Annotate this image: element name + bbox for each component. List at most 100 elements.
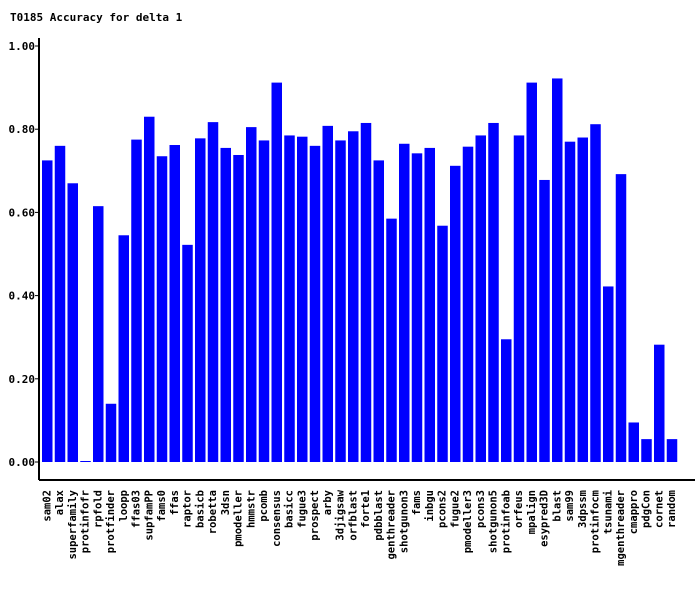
bar-3dpssm	[577, 137, 588, 462]
x-tick-label: robetta	[207, 490, 219, 534]
x-tick-label: protfinder	[105, 490, 117, 553]
x-tick-label: alax	[54, 489, 66, 515]
x-tick-label: random	[666, 490, 678, 528]
bar-3djigsaw	[335, 140, 346, 462]
bar-arby	[322, 125, 333, 462]
bar-pcons2	[437, 225, 448, 462]
x-tick-label: esypred3D	[539, 490, 551, 547]
x-tick-label: tsunami	[602, 490, 614, 534]
x-tick-label: prospect	[309, 490, 321, 541]
bar-genthreader	[386, 218, 397, 462]
x-tick-label: mpalign	[526, 490, 538, 534]
x-tick-label: arby	[322, 489, 334, 515]
bar-hmmstr	[246, 127, 257, 463]
x-tick-label: pcomb	[258, 490, 270, 522]
x-tick-label: cmappro	[628, 490, 640, 534]
x-tick-label: orfblast	[347, 490, 359, 541]
bar-fams0	[156, 156, 168, 463]
x-tick-label: protinfocm	[590, 490, 602, 553]
x-tick-label: protinfoab	[500, 490, 512, 553]
bar-pmodeller3	[462, 146, 474, 462]
bar-pdbblast	[373, 160, 384, 462]
bar-pmodeller	[233, 154, 244, 462]
x-tick-label: basicc	[284, 490, 296, 528]
x-tick-label: pdbblast	[373, 490, 385, 541]
bar-robetta	[207, 122, 219, 463]
bar-orfeus	[513, 135, 525, 462]
bars-group	[42, 78, 678, 463]
x-tick-label: 3dsn	[220, 490, 232, 515]
x-tick-label: blast	[551, 490, 563, 522]
x-tick-label: shotgunon5	[488, 490, 500, 553]
bar-mpalign	[526, 82, 537, 462]
bar-raptor	[182, 244, 193, 462]
bar-loopp	[118, 235, 129, 462]
x-tick-label: 3dpssm	[577, 490, 589, 528]
bar-shotgunon5	[488, 122, 499, 463]
x-tick-label: ffas03	[131, 490, 143, 528]
bar-random	[666, 439, 678, 462]
x-tick-label: pcons2	[437, 490, 449, 528]
x-tick-label: fams	[411, 490, 423, 515]
y-tick-label: 0.20	[9, 373, 36, 386]
bar-prospect	[309, 145, 321, 462]
x-tick-label: shotgunon3	[398, 490, 410, 553]
bar-protinfocm	[590, 124, 601, 462]
bar-shotgunon3	[399, 143, 410, 462]
bar-3dsn	[220, 147, 231, 463]
bar-inbgu	[424, 147, 435, 463]
x-tick-label: consensus	[271, 490, 283, 547]
bar-sam99	[564, 141, 576, 462]
x-axis: sam02 alax superfamily protinfofr rpfold prot…	[39, 479, 695, 566]
x-tick-label: pdgCon	[641, 490, 653, 528]
x-tick-label: ffas	[169, 490, 181, 515]
x-tick-label: pcons3	[475, 490, 487, 528]
x-tick-label: protinfofr	[80, 490, 92, 553]
x-tick-label: raptor	[182, 490, 194, 528]
bar-protfinder	[105, 403, 117, 462]
bar-orfblast	[348, 131, 359, 462]
bar-protinfoab	[501, 339, 512, 462]
x-tick-label: orfeus	[513, 490, 525, 528]
bar-rpfold	[93, 206, 104, 462]
bar-superfamily	[67, 183, 78, 462]
x-tick-label: pmodeller	[233, 490, 245, 547]
x-tick-label: hmmstr	[245, 490, 257, 528]
x-tick-label: mgenthreader	[615, 490, 627, 566]
y-tick-label: 0.40	[9, 290, 36, 303]
bar-supfamPP	[144, 116, 155, 462]
bar-fugue2	[450, 165, 461, 463]
bar-basicb	[195, 138, 206, 463]
x-tick-label: fams0	[156, 490, 168, 522]
x-tick-label: supfamPP	[143, 490, 155, 541]
bar-pcomb	[258, 140, 270, 462]
bar-cornet	[654, 344, 665, 462]
bar-pcons3	[475, 135, 486, 462]
x-tick-label: superfamily	[67, 489, 79, 559]
x-tick-label: inbgu	[424, 490, 436, 522]
y-tick-label: 0.60	[9, 206, 36, 219]
bar-sam02	[42, 160, 53, 462]
x-tick-label: 3djigsaw	[335, 489, 347, 540]
x-tick-label: loopp	[118, 490, 130, 522]
bar-pdgCon	[641, 439, 652, 462]
x-tick-label: cornet	[653, 490, 665, 528]
bar-fams	[411, 153, 423, 462]
x-tick-label: basicb	[194, 490, 206, 528]
bar-ffas03	[131, 139, 142, 462]
x-tick-label: sam99	[564, 490, 576, 522]
x-tick-label: genthreader	[386, 490, 398, 560]
y-axis: 0.00 0.20 0.40 0.60 0.80 1.00	[9, 38, 40, 480]
x-tick-label: sam02	[41, 490, 53, 522]
bar-ffas	[169, 145, 180, 462]
x-tick-label: fugue2	[449, 490, 461, 528]
x-tick-label: rpfold	[92, 490, 104, 528]
y-tick-label: 1.00	[9, 40, 36, 53]
bar-fugue3	[297, 136, 308, 463]
y-tick-label: 0.80	[9, 123, 36, 136]
bar-consensus	[271, 82, 282, 462]
y-tick-label: 0.00	[9, 456, 36, 469]
bar-cmappro	[628, 422, 639, 462]
x-tick-label: forte1	[360, 490, 372, 528]
